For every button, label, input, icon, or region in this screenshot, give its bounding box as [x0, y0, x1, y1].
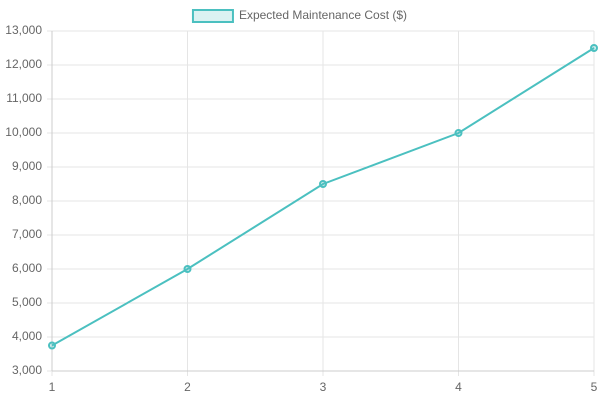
y-tick-label: 7,000: [12, 227, 42, 241]
y-tick-label: 8,000: [12, 193, 42, 207]
y-tick-label: 4,000: [12, 329, 42, 343]
y-tick-label: 11,000: [6, 91, 42, 105]
data-point: [183, 265, 192, 273]
legend-swatch: [191, 9, 234, 23]
data-point: [48, 341, 56, 350]
y-tick-label: 12,000: [5, 57, 42, 71]
y-tick-label: 3,000: [12, 363, 42, 377]
data-point: [319, 180, 327, 188]
y-tick-label: 13,000: [5, 23, 42, 37]
data-point: [454, 129, 463, 137]
x-tick-label: 1: [49, 380, 56, 394]
y-tick-label: 9,000: [12, 159, 42, 173]
x-tick-label: 2: [184, 380, 191, 394]
legend-label: Expected Maintenance Cost ($): [239, 8, 407, 22]
x-tick-label: 5: [591, 380, 598, 394]
y-tick-label: 6,000: [12, 261, 42, 275]
x-tick-label: 4: [455, 380, 462, 394]
y-tick-label: 5,000: [12, 295, 42, 309]
y-tick-label: 10,000: [5, 125, 42, 139]
series-line: [51, 47, 595, 347]
data-point: [590, 44, 598, 52]
x-tick-label: 3: [320, 380, 327, 394]
